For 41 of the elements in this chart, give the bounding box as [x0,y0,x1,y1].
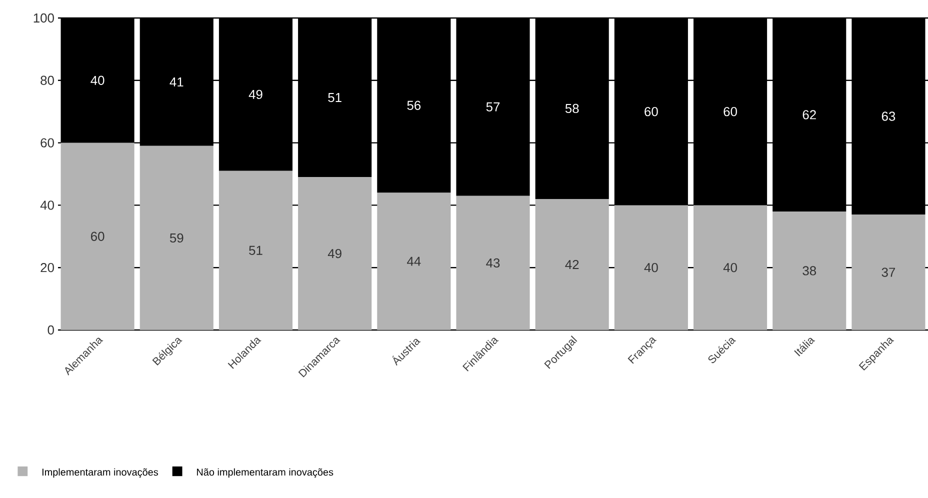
y-tick-label: 100 [34,13,54,23]
legend-label: Não implementaram inovações [197,468,334,478]
data-label: 49 [248,90,262,100]
data-label: 42 [565,260,579,269]
data-label: 41 [170,78,184,86]
y-tick-label: 80 [40,76,54,85]
legend-label: Implementaram inovações [42,468,158,478]
data-label: 62 [802,110,816,120]
y-tick-label: 20 [40,263,54,272]
y-tick-label: 40 [40,200,54,210]
data-label: 51 [328,93,342,102]
data-label: 37 [882,268,896,277]
bar [535,198,609,330]
bar [456,196,530,330]
bar [298,177,372,330]
bar [852,214,926,330]
data-label: 43 [486,258,500,268]
bar [694,205,768,330]
data-label: 51 [249,246,262,255]
data-label: 44 [407,256,421,266]
data-label: 40 [644,263,658,272]
y-tick-label: 60 [40,138,54,148]
bar [377,192,451,330]
data-label: 58 [565,104,579,114]
data-label: 38 [802,266,816,276]
data-label: 59 [170,233,184,243]
bar [60,142,134,330]
y-tick-label: 0 [48,325,54,335]
data-label: 60 [724,107,737,116]
data-label: 49 [328,248,342,258]
data-label: 56 [407,100,421,110]
data-label: 40 [90,76,104,85]
bar [140,146,214,330]
bar [614,205,688,330]
bar [772,211,846,330]
data-label: 60 [91,232,104,241]
data-label: 57 [486,102,500,112]
data-label: 63 [882,112,896,121]
bar [218,170,293,330]
data-label: 40 [723,263,737,272]
data-label: 60 [644,107,658,116]
